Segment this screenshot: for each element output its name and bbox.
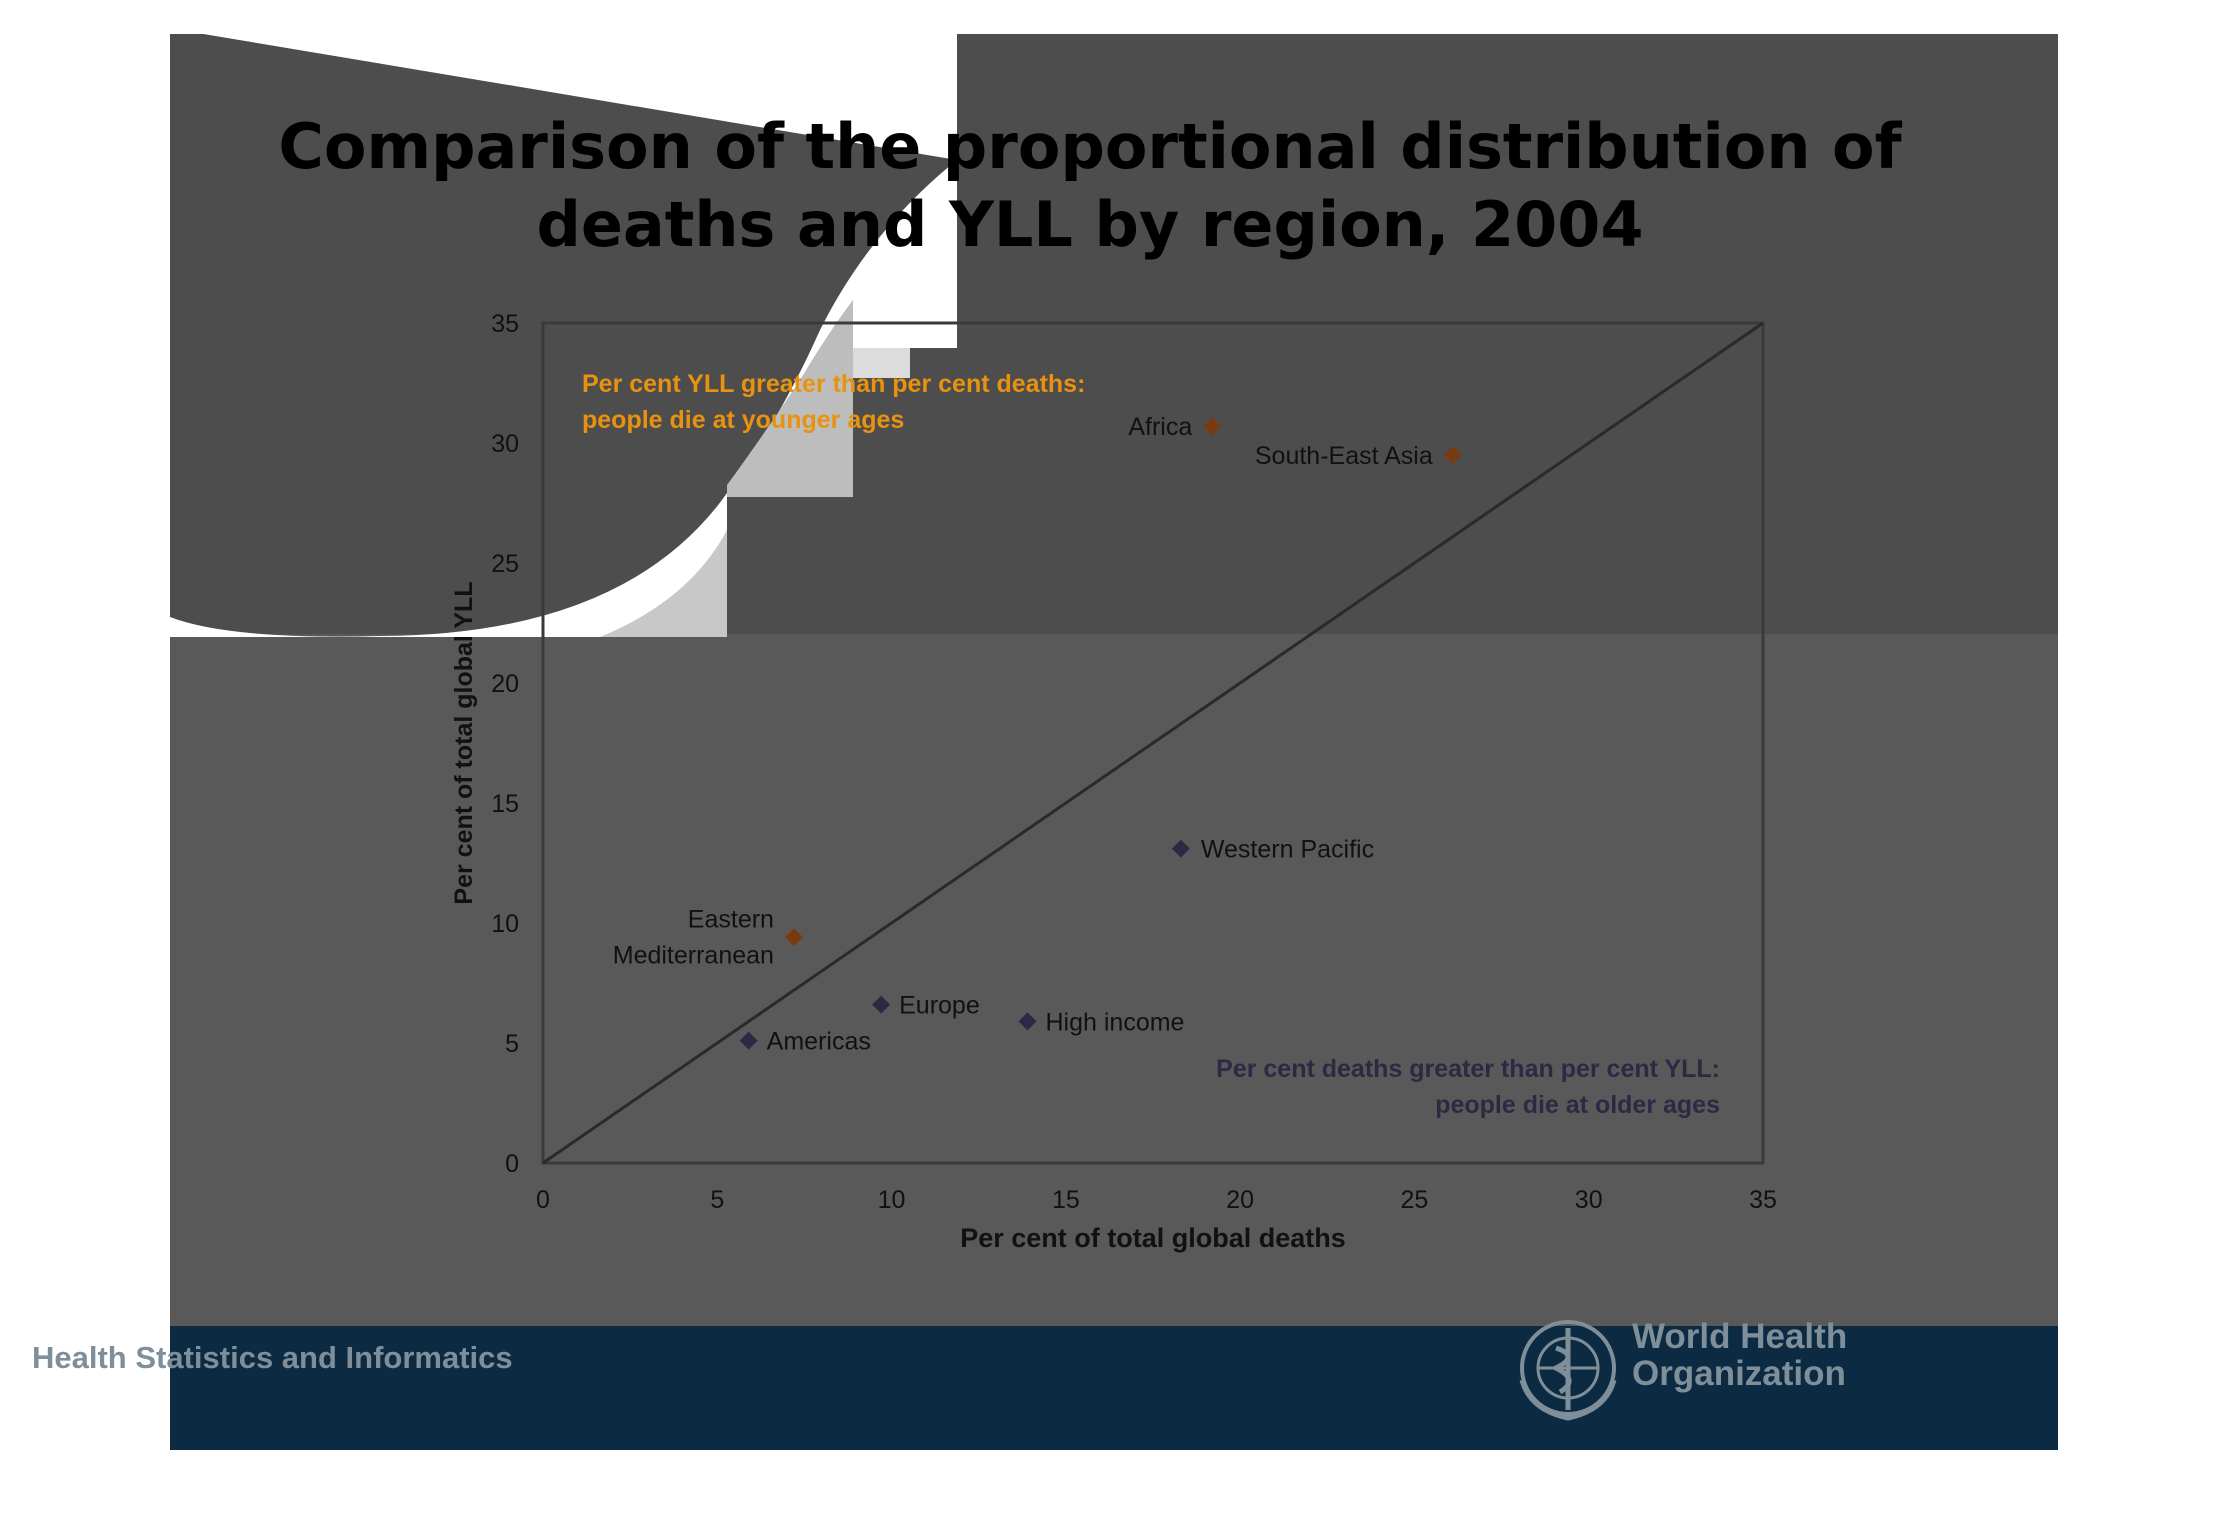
y-tick-label: 35: [491, 310, 519, 338]
who-logo-text: World Health Organization: [1632, 1318, 1847, 1392]
annotation-younger-line-2: people die at younger ages: [582, 406, 904, 434]
reference-line: [542, 321, 1764, 1165]
slide-background: [170, 34, 2058, 1450]
x-tick-label: 35: [1749, 1186, 1777, 1214]
y-axis-ticks: 0 5 10 15 20 25 30 35: [491, 310, 519, 1178]
y-tick-label: 20: [491, 670, 519, 698]
title-line-2: deaths and YLL by region, 2004: [536, 188, 1644, 261]
who-name-line-1: World Health: [1632, 1317, 1848, 1356]
plot-frame: [541, 321, 1765, 1165]
y-tick-label: 10: [491, 910, 519, 938]
y-tick-label: 30: [491, 430, 519, 458]
footer-department: Health Statistics and Informatics: [32, 1340, 513, 1375]
data-point-marker: [1171, 839, 1190, 858]
x-tick-label: 0: [536, 1186, 550, 1214]
data-point-label: Europe: [899, 992, 980, 1020]
slide-footer: [170, 1326, 2058, 1450]
data-point-marker: [1203, 417, 1222, 436]
data-point-marker: [784, 928, 803, 947]
x-axis-label: Per cent of total global deaths: [960, 1223, 1346, 1253]
annotation-younger-line-1: Per cent YLL greater than per cent death…: [582, 370, 1085, 398]
data-point-label: South-East Asia: [1255, 442, 1433, 470]
annotation-older-line-1: Per cent deaths greater than per cent YL…: [1216, 1055, 1720, 1083]
x-tick-label: 20: [1226, 1186, 1254, 1214]
x-tick-label: 15: [1052, 1186, 1080, 1214]
y-tick-label: 15: [491, 790, 519, 818]
annotation-older-line-2: people die at older ages: [1435, 1091, 1720, 1119]
data-point-marker: [1443, 446, 1462, 464]
slide-header-band: [170, 34, 2058, 634]
data-point-marker: [1018, 1012, 1037, 1031]
y-tick-label: 0: [505, 1150, 519, 1178]
data-point-marker: [872, 995, 891, 1014]
y-tick-label: 25: [491, 550, 519, 578]
data-point-label: Western Pacific: [1201, 836, 1374, 864]
x-axis-ticks: 0 5 10 15 20 25 30 35: [536, 1186, 1777, 1214]
data-points: Africa South-East Asia Western Pacific East…: [613, 413, 1462, 1056]
y-axis-label: Per cent of total global YLL: [450, 581, 478, 904]
x-tick-label: 30: [1575, 1186, 1603, 1214]
annotation-younger: Per cent YLL greater than per cent death…: [582, 370, 1085, 434]
x-tick-label: 5: [710, 1186, 724, 1214]
annotation-older: Per cent deaths greater than per cent YL…: [1216, 1055, 1720, 1119]
data-point-label: Eastern Mediterranean: [613, 905, 774, 969]
data-point-label: Americas: [767, 1028, 871, 1056]
data-point-marker: [739, 1031, 758, 1050]
who-name-line-2: Organization: [1632, 1354, 1846, 1393]
data-point-label: High income: [1046, 1008, 1185, 1036]
y-tick-label: 5: [505, 1030, 519, 1058]
x-tick-label: 10: [878, 1186, 906, 1214]
who-emblem-icon: [1519, 1320, 1617, 1421]
x-tick-label: 25: [1401, 1186, 1429, 1214]
title-line-1: Comparison of the proportional distribut…: [278, 110, 1902, 183]
data-point-label: Africa: [1128, 413, 1192, 441]
